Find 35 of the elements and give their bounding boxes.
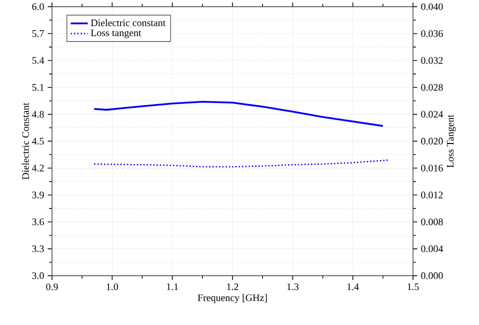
y-tick-label: 4.8	[32, 111, 44, 118]
y2-tick-label: 0.040	[421, 3, 443, 10]
y-tick-label: 3.9	[32, 192, 44, 199]
y-tick-label: 5.4	[32, 57, 44, 64]
y2-tick-label: 0.024	[421, 111, 444, 118]
x-tick-label: 1.2	[227, 284, 238, 290]
y-tick-label: 3.3	[32, 246, 44, 252]
y-tick-label: 4.2	[32, 164, 44, 172]
y2-tick-label: 0.000	[421, 272, 443, 280]
x-tick-label: 0.9	[46, 284, 58, 290]
legend-label: Dielectric constant	[90, 19, 166, 26]
y-tick-label: 6.0	[32, 3, 44, 10]
y2-tick-label: 0.020	[421, 138, 443, 145]
y2-tick-label: 0.008	[421, 218, 443, 226]
x-tick-label: 1.1	[166, 284, 178, 290]
y-tick-label: 5.1	[32, 84, 44, 91]
y-tick-label: 3.0	[32, 272, 44, 280]
y-tick-label: 3.6	[32, 218, 44, 226]
y2-tick-label: 0.012	[421, 192, 443, 199]
y2-tick-label: 0.004	[421, 246, 444, 252]
y2-tick-label: 0.016	[421, 164, 443, 172]
y2-tick-label: 0.036	[421, 30, 443, 38]
x-tick-label: 1.3	[287, 284, 298, 290]
legend-label: Loss tangent	[90, 30, 142, 38]
y-tick-label: 5.7	[32, 30, 44, 38]
y2-tick-label: 0.028	[421, 84, 443, 91]
x-tick-label: 1.5	[408, 284, 419, 290]
y-tick-label: 4.5	[32, 138, 44, 145]
y-axis-title: Dielectric Constant	[22, 102, 29, 180]
y2-axis-title: Loss Tangent	[447, 114, 456, 168]
x-tick-label: 1.4	[347, 284, 359, 290]
line-series	[93, 160, 390, 168]
x-axis-title: Frequency [GHz]	[198, 294, 267, 304]
y2-tick-label: 0.032	[421, 57, 443, 64]
x-tick-label: 1.0	[106, 284, 118, 290]
